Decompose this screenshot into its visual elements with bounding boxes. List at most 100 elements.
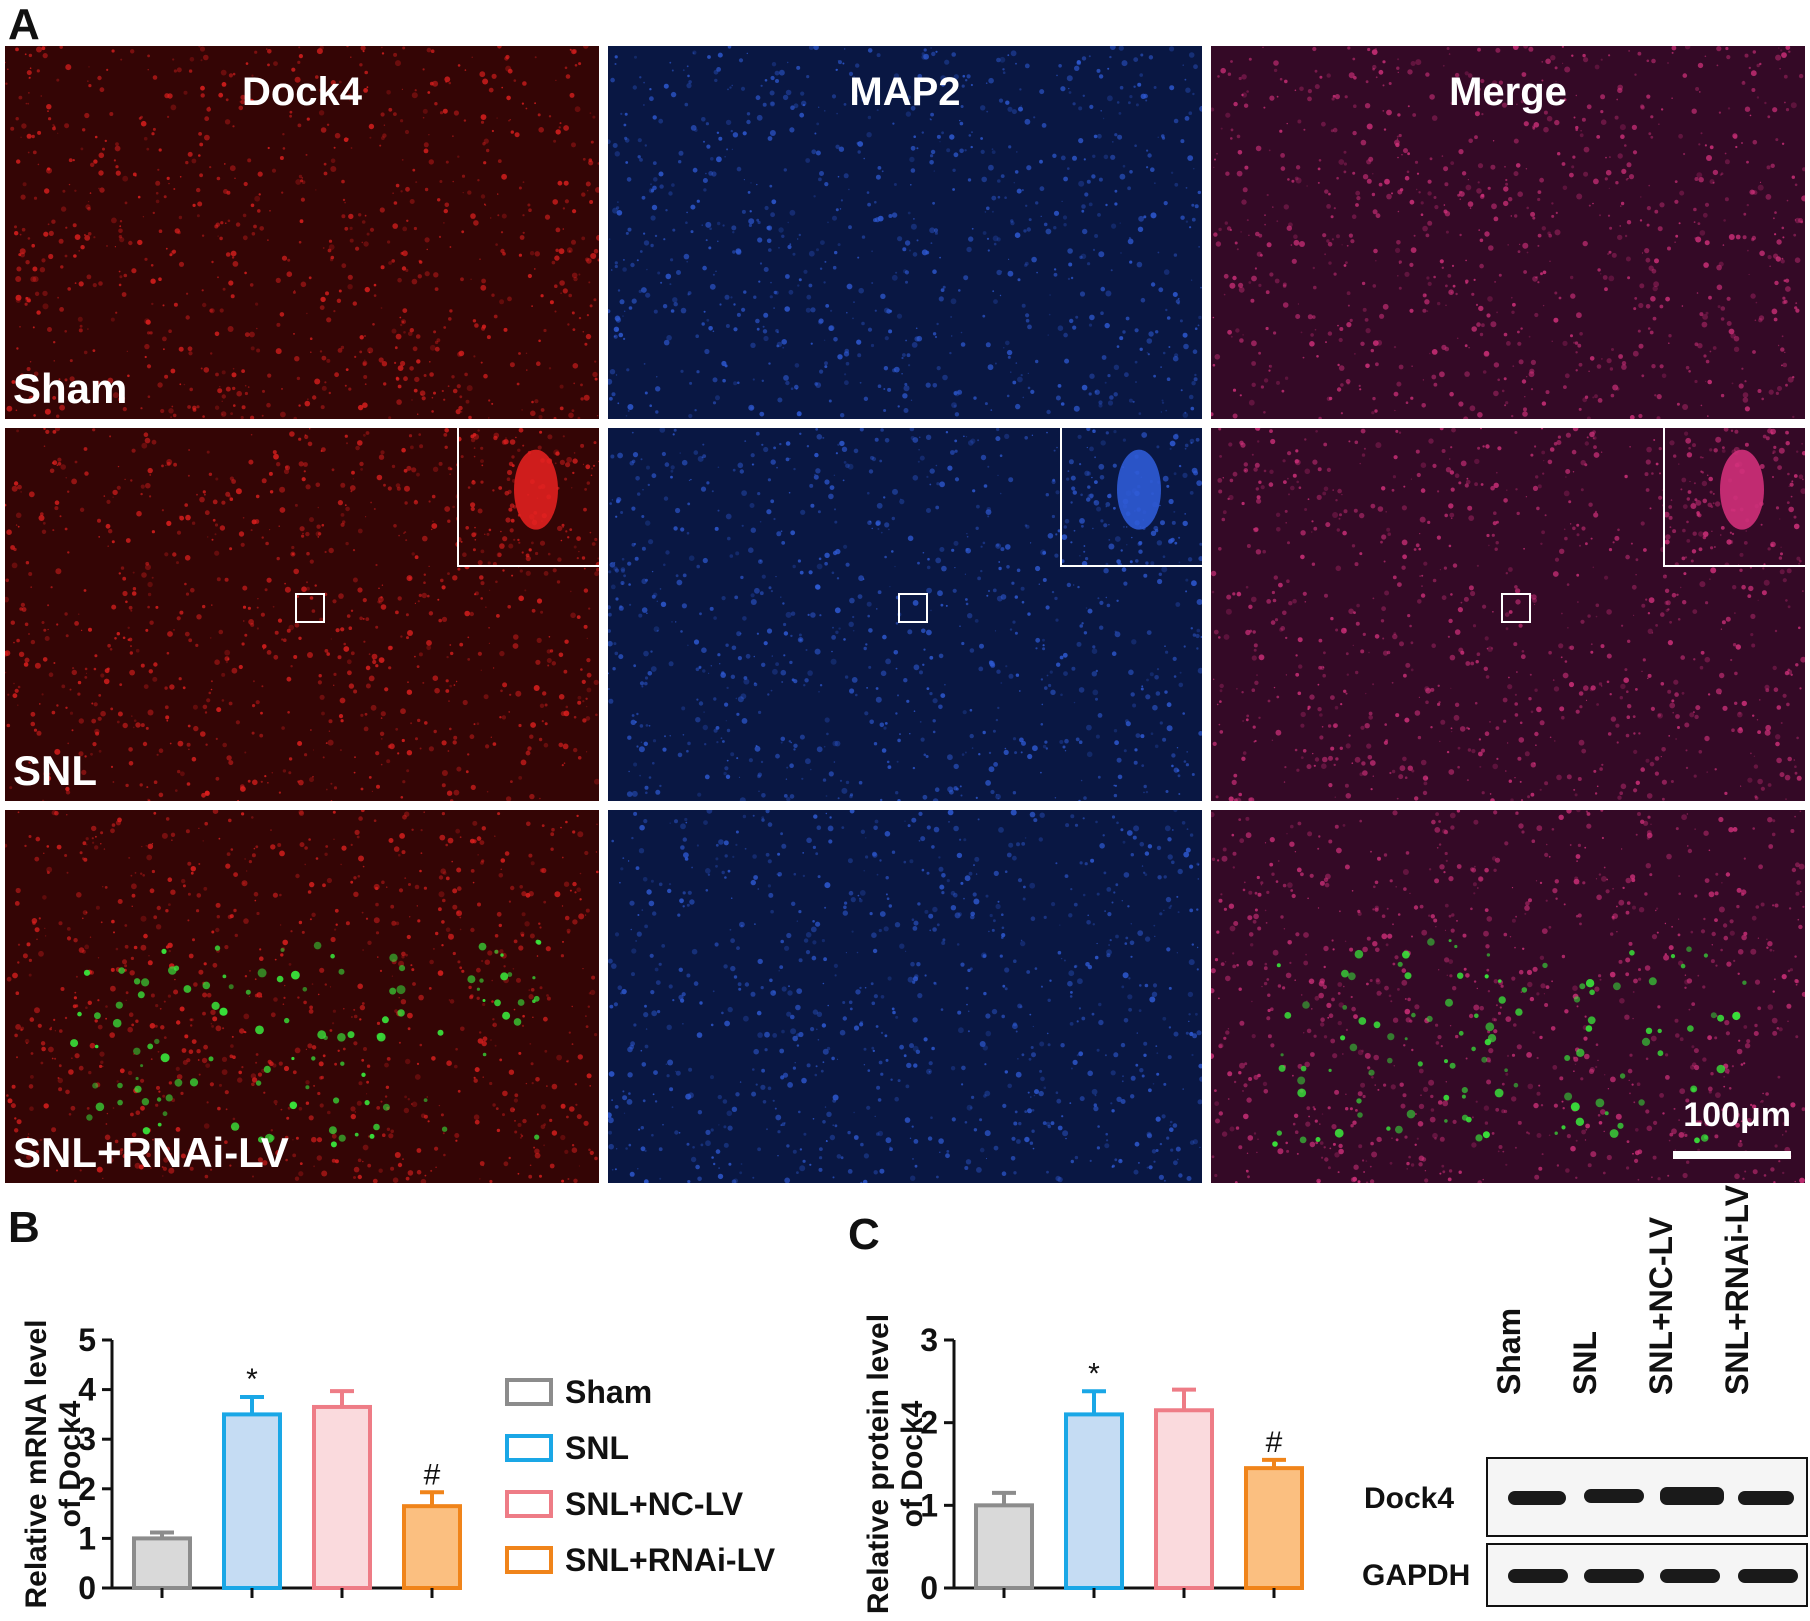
tissue-speckle xyxy=(52,529,55,532)
tissue-speckle xyxy=(1064,358,1070,364)
tissue-speckle xyxy=(1492,140,1495,142)
tissue-speckle xyxy=(1338,365,1345,371)
tissue-speckle xyxy=(1614,115,1619,120)
tissue-speckle xyxy=(413,388,418,393)
tissue-speckle xyxy=(389,743,395,750)
tissue-speckle xyxy=(564,66,568,70)
tissue-speckle xyxy=(1605,156,1607,159)
tissue-speckle xyxy=(1121,567,1127,572)
tissue-speckle xyxy=(518,541,521,544)
tissue-speckle xyxy=(1149,672,1154,677)
tissue-speckle xyxy=(1583,146,1590,153)
tissue-speckle xyxy=(1697,222,1701,226)
tissue-speckle xyxy=(1143,573,1148,578)
tissue-speckle xyxy=(441,783,446,788)
tissue-speckle xyxy=(1314,69,1318,73)
tissue-speckle xyxy=(970,438,976,444)
tissue-speckle xyxy=(1458,647,1464,653)
tissue-speckle xyxy=(561,523,565,527)
tissue-speckle xyxy=(1005,665,1008,668)
tissue-speckle xyxy=(1215,241,1222,247)
tissue-speckle xyxy=(1306,185,1308,187)
tissue-speckle xyxy=(432,466,439,472)
tissue-speckle xyxy=(1180,139,1185,144)
tissue-speckle xyxy=(179,383,182,386)
tissue-speckle xyxy=(142,216,145,218)
tissue-speckle xyxy=(441,585,446,590)
tissue-speckle xyxy=(1148,55,1154,60)
tissue-speckle xyxy=(221,82,227,87)
tissue-speckle xyxy=(372,659,377,665)
tissue-speckle xyxy=(180,771,185,777)
tissue-speckle xyxy=(1012,380,1017,385)
tissue-speckle xyxy=(467,636,470,639)
tissue-speckle xyxy=(355,445,360,451)
tissue-speckle xyxy=(996,595,1003,602)
tissue-speckle xyxy=(1612,384,1619,391)
tissue-speckle xyxy=(431,396,434,399)
tissue-speckle xyxy=(810,768,812,771)
tissue-speckle xyxy=(1712,346,1717,350)
tissue-speckle xyxy=(669,283,672,286)
tissue-speckle xyxy=(22,182,27,187)
tissue-speckle xyxy=(217,235,219,237)
tissue-speckle xyxy=(852,615,855,619)
tissue-speckle xyxy=(665,550,670,555)
tissue-speckle xyxy=(1596,135,1601,139)
tissue-speckle xyxy=(322,247,325,249)
tissue-speckle xyxy=(750,527,756,533)
tissue-speckle xyxy=(1230,137,1233,140)
tissue-speckle xyxy=(128,605,133,610)
tissue-speckle xyxy=(1705,380,1707,382)
tissue-speckle xyxy=(990,789,995,795)
tissue-speckle xyxy=(540,610,544,614)
tissue-speckle xyxy=(446,655,449,659)
tissue-speckle xyxy=(1200,635,1202,639)
tissue-speckle xyxy=(1136,261,1143,268)
tissue-speckle xyxy=(789,243,792,246)
tissue-speckle xyxy=(596,415,599,417)
tissue-speckle xyxy=(1150,732,1154,735)
tissue-speckle xyxy=(916,147,919,150)
tissue-speckle xyxy=(267,373,272,378)
tissue-speckle xyxy=(397,365,404,371)
tissue-speckle xyxy=(797,284,800,287)
tissue-speckle xyxy=(1606,358,1612,364)
tissue-speckle xyxy=(1498,80,1503,85)
tissue-speckle xyxy=(1047,533,1054,539)
tissue-speckle xyxy=(800,91,805,96)
tissue-speckle xyxy=(330,80,336,86)
tissue-speckle xyxy=(1449,512,1455,518)
tissue-speckle xyxy=(122,407,127,412)
tissue-speckle xyxy=(723,771,727,776)
tissue-speckle xyxy=(1086,428,1091,432)
tissue-speckle xyxy=(157,382,163,388)
tissue-speckle xyxy=(781,234,785,238)
tissue-speckle xyxy=(111,540,115,544)
tissue-speckle xyxy=(858,780,863,785)
tissue-speckle xyxy=(1346,322,1352,328)
tissue-speckle xyxy=(1510,215,1512,217)
tissue-speckle xyxy=(913,664,920,671)
tissue-speckle xyxy=(378,454,385,460)
tissue-speckle xyxy=(1674,241,1676,243)
tissue-speckle xyxy=(735,551,740,556)
tissue-speckle xyxy=(219,308,224,313)
tissue-speckle xyxy=(221,500,226,505)
tissue-speckle xyxy=(1105,502,1111,507)
tissue-speckle xyxy=(44,408,51,415)
tissue-speckle xyxy=(1498,273,1502,277)
tissue-speckle xyxy=(1785,286,1791,292)
tissue-speckle xyxy=(368,675,375,682)
tissue-speckle xyxy=(1263,378,1269,383)
tissue-speckle xyxy=(411,278,418,285)
tissue-speckle xyxy=(1365,363,1370,369)
tissue-speckle xyxy=(1741,81,1746,85)
tissue-speckle xyxy=(241,369,246,373)
tissue-speckle xyxy=(1280,166,1286,171)
tissue-speckle xyxy=(670,309,675,313)
tissue-speckle xyxy=(338,714,344,719)
tissue-speckle xyxy=(938,296,944,302)
tissue-speckle xyxy=(26,298,31,303)
tissue-speckle xyxy=(19,326,21,328)
